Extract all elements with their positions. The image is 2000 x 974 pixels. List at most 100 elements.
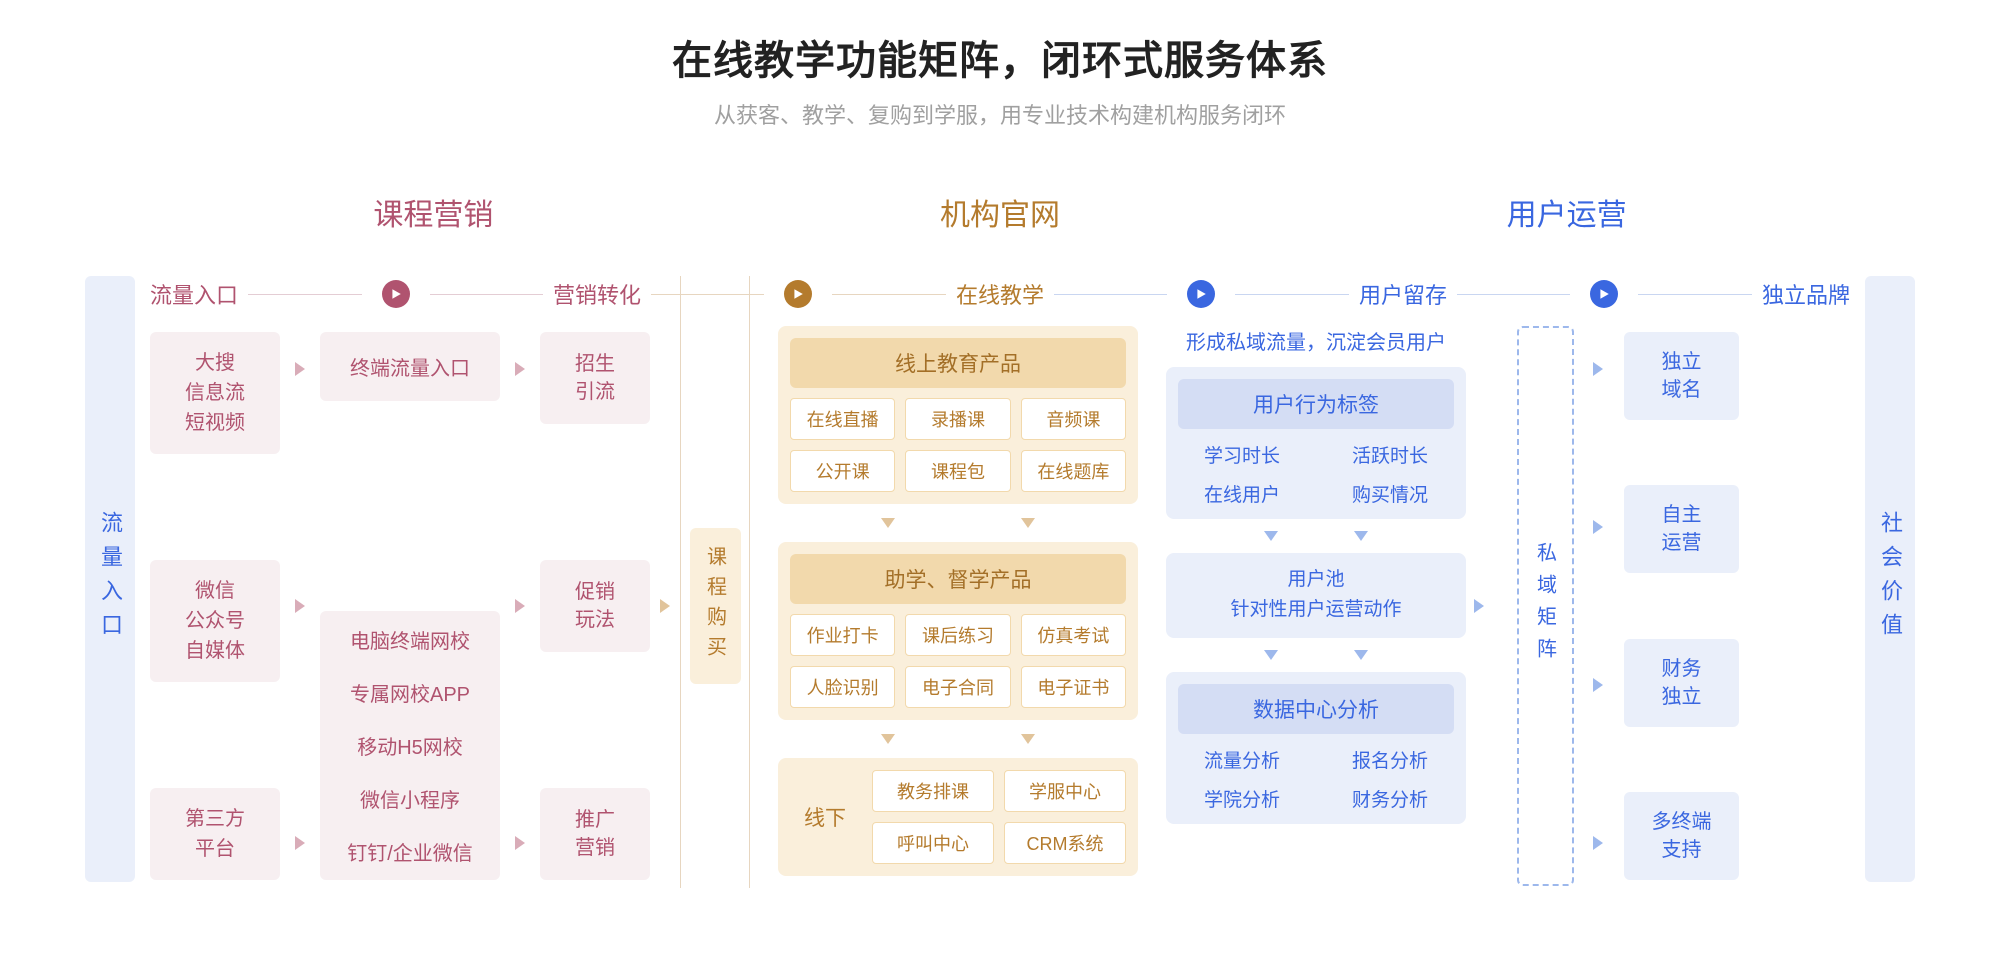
pillar-value: 社会价值 [1865,276,1915,882]
caret-down-icon [881,518,895,528]
play-icon [1590,280,1618,308]
arrow-col [1580,326,1616,886]
chip: 仿真考试 [1021,614,1126,656]
col-terminals: 终端流量入口 电脑终端网校 专属网校APP 移动H5网校 微信小程序 钉钉/企业… [320,326,500,886]
terminal-pc: 电脑终端网校 [328,625,492,654]
caret-down-icon [1354,650,1368,660]
metric: 财务分析 [1326,785,1454,812]
caret-down-icon [881,734,895,744]
caret-right-icon [1593,678,1603,692]
brand-finance: 财务独立 [1624,639,1739,727]
col-brand: 独立域名 自主运营 财务独立 多终端支持 [1624,326,1739,886]
caret-down-icon [1354,531,1368,541]
chip: 学服中心 [1004,770,1126,812]
chip: 音频课 [1021,398,1126,440]
panel-head: 线上教育产品 [790,338,1126,388]
page-subtitle: 从获客、教学、复购到学服，用专业技术构建机构服务闭环 [0,98,2000,130]
metric: 学习时长 [1178,441,1306,468]
private-note: 形成私域流量，沉淀会员用户 [1166,326,1466,355]
chip: 录播课 [905,398,1010,440]
caret-right-icon [1593,836,1603,850]
stage-retain: 用户留存 [1359,278,1447,310]
chip: CRM系统 [1004,822,1126,864]
category-marketing: 课程营销 [150,190,717,234]
stage-row: 流量入口 营销转化 在线教学 用户留存 独立品牌 [150,276,1850,312]
panel-head: 用户行为标签 [1178,379,1454,429]
chip: 课后练习 [905,614,1010,656]
diagram-content: 大搜信息流短视频 微信公众号自媒体 第三方平台 终端流量入口 电脑终端网校 专属… [150,326,1850,886]
chip: 在线题库 [1021,450,1126,492]
caret-right-icon [295,362,305,376]
col-user-ops: 形成私域流量，沉淀会员用户 用户行为标签 学习时长 活跃时长 在线用户 购买情况… [1166,326,1466,886]
panel-head: 数据中心分析 [1178,684,1454,734]
metric: 报名分析 [1326,746,1454,773]
terminal-app: 专属网校APP [328,678,492,707]
caret-right-icon [295,836,305,850]
col-private-matrix: 私域矩阵 [1510,326,1580,886]
play-icon [382,280,410,308]
userpool-line1: 用户池 [1178,565,1454,595]
chip: 人脸识别 [790,666,895,708]
caret-right-icon [515,599,525,613]
arrow-col [650,326,680,886]
col-convert: 招生引流 促销玩法 推广营销 [540,326,650,886]
caret-right-icon [1593,362,1603,376]
chip: 公开课 [790,450,895,492]
panel-assist-products: 助学、督学产品 作业打卡 课后练习 仿真考试 人脸识别 电子合同 电子证书 [778,542,1138,720]
course-purchase: 课程购买 [690,528,741,684]
brand-domain: 独立域名 [1624,332,1739,420]
stage-traffic: 流量入口 [150,278,238,310]
panel-analytics: 数据中心分析 流量分析 报名分析 学院分析 财务分析 [1166,672,1466,824]
panel-userpool: 用户池 针对性用户运营动作 [1166,553,1466,638]
page-title: 在线教学功能矩阵，闭环式服务体系 [0,28,2000,86]
caret-right-icon [1593,520,1603,534]
arrow-col [500,326,540,886]
source-wechat: 微信公众号自媒体 [150,560,280,682]
caret-right-icon [1474,599,1484,613]
arrow-col [1466,326,1492,886]
convert-spread: 推广营销 [540,788,650,880]
chip: 呼叫中心 [872,822,994,864]
terminal-entry: 终端流量入口 [320,332,500,401]
userpool-line2: 针对性用户运营动作 [1178,595,1454,625]
chip: 电子证书 [1021,666,1126,708]
panel-head: 助学、督学产品 [790,554,1126,604]
arrow-col [280,326,320,886]
chip: 电子合同 [905,666,1010,708]
metric: 在线用户 [1178,480,1306,507]
terminal-h5: 移动H5网校 [328,731,492,760]
chip: 教务排课 [872,770,994,812]
stage-convert: 营销转化 [553,278,641,310]
chip: 作业打卡 [790,614,895,656]
terminal-dingtalk: 钉钉/企业微信 [328,837,492,866]
caret-down-icon [1264,531,1278,541]
terminal-miniapp: 微信小程序 [328,784,492,813]
brand-selfop: 自主运营 [1624,485,1739,573]
brand-multiterm: 多终端支持 [1624,792,1739,880]
caret-right-icon [515,836,525,850]
caret-right-icon [660,599,670,613]
private-matrix: 私域矩阵 [1517,326,1574,886]
metric: 学院分析 [1178,785,1306,812]
caret-right-icon [515,362,525,376]
convert-recruit: 招生引流 [540,332,650,424]
caret-down-icon [1264,650,1278,660]
convert-promo: 促销玩法 [540,560,650,652]
category-website: 机构官网 [717,190,1284,234]
metric: 流量分析 [1178,746,1306,773]
play-icon [784,280,812,308]
source-search: 大搜信息流短视频 [150,332,280,454]
col-teaching: 线上教育产品 在线直播 录播课 音频课 公开课 课程包 在线题库 助学、督学产品… [778,326,1138,886]
stage-teach: 在线教学 [956,278,1044,310]
source-3rd: 第三方平台 [150,788,280,880]
play-icon [1187,280,1215,308]
metric: 活跃时长 [1326,441,1454,468]
panel-offline: 线下 教务排课 学服中心 呼叫中心 CRM系统 [778,758,1138,876]
chip: 课程包 [905,450,1010,492]
panel-behavior: 用户行为标签 学习时长 活跃时长 在线用户 购买情况 [1166,367,1466,519]
offline-label: 线下 [790,802,860,832]
chip: 在线直播 [790,398,895,440]
category-row: 课程营销 机构官网 用户运营 [150,190,1850,234]
pillar-traffic: 流量入口 [85,276,135,882]
caret-right-icon [295,599,305,613]
